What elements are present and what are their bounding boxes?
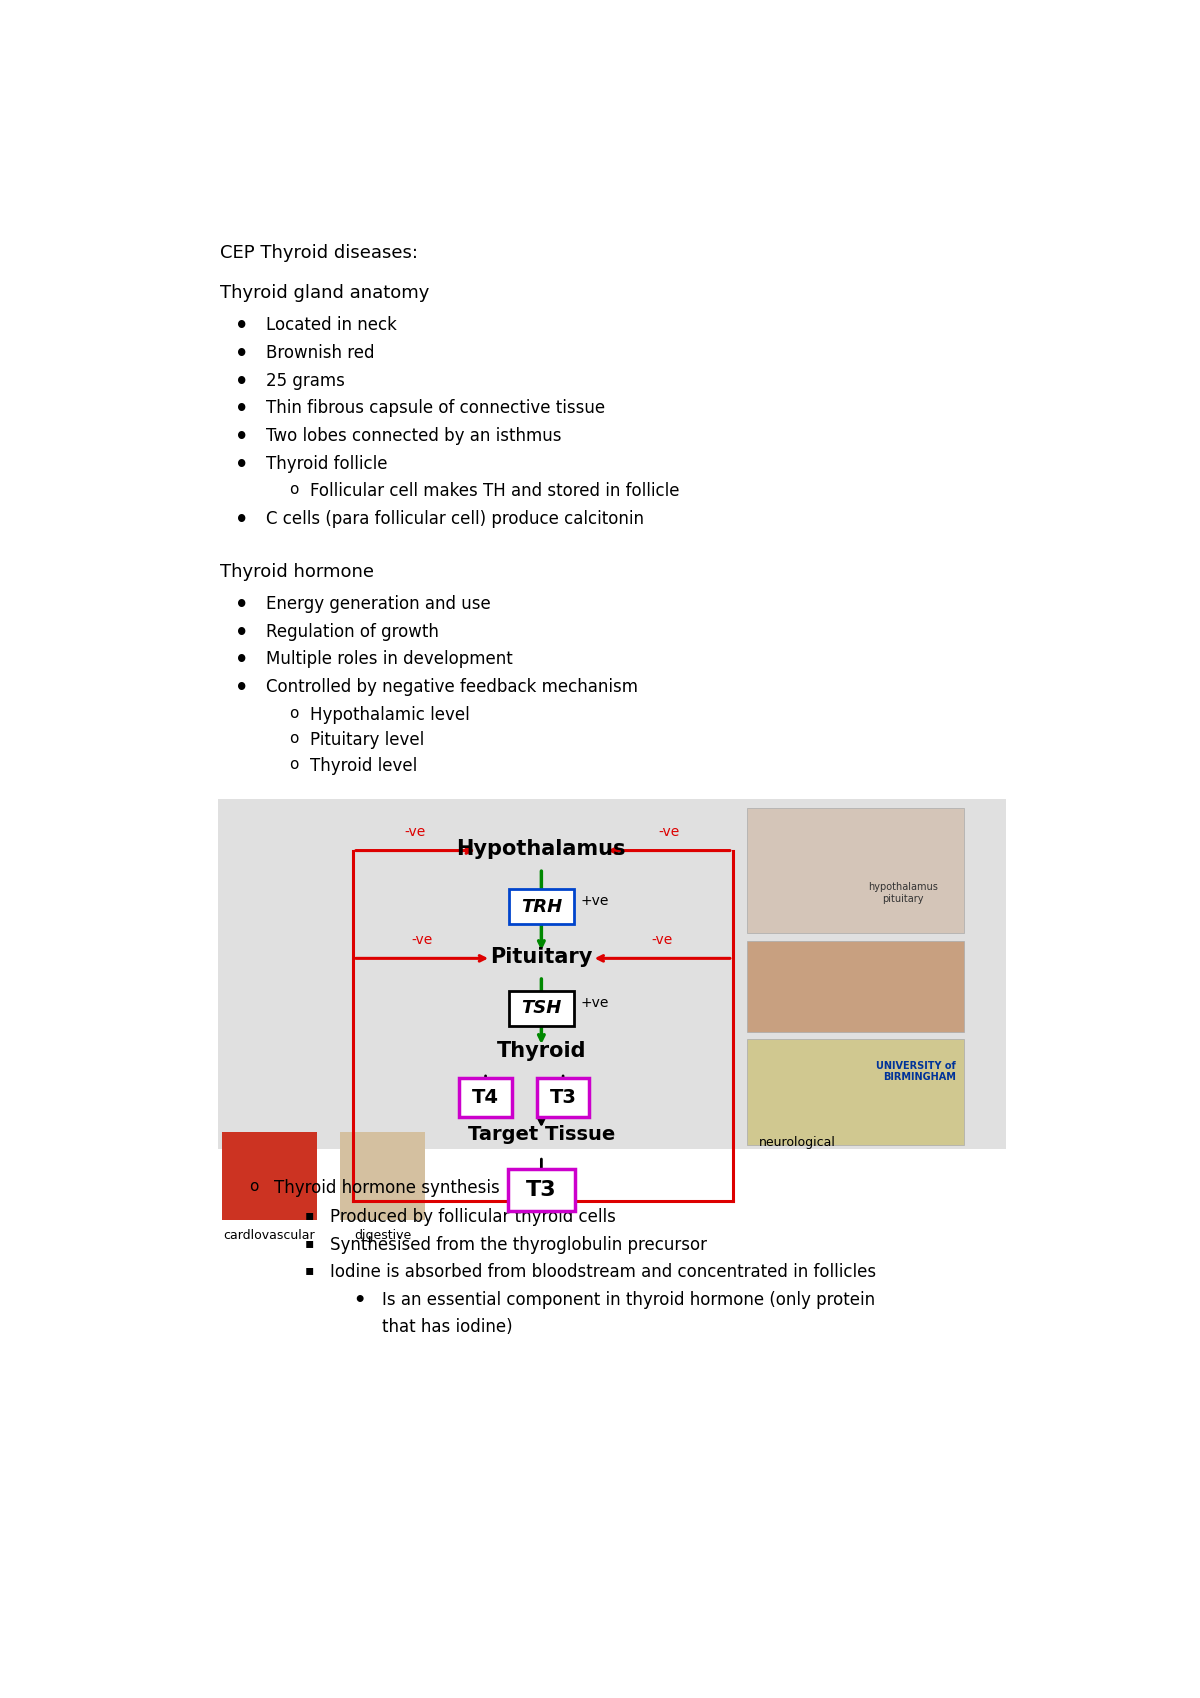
Text: Is an essential component in thyroid hormone (only protein: Is an essential component in thyroid hor… <box>383 1290 876 1309</box>
Text: TRH: TRH <box>521 898 562 915</box>
Text: o: o <box>289 706 299 720</box>
Text: Pituitary level: Pituitary level <box>311 732 425 749</box>
Text: ▪: ▪ <box>305 1236 314 1250</box>
Text: •: • <box>235 509 248 530</box>
Text: •: • <box>235 678 248 698</box>
Text: -ve: -ve <box>652 932 673 947</box>
Text: cardlovascular: cardlovascular <box>223 1229 316 1243</box>
Text: Thyroid follicle: Thyroid follicle <box>266 455 388 472</box>
FancyBboxPatch shape <box>509 890 574 924</box>
FancyBboxPatch shape <box>536 1078 589 1117</box>
Bar <box>746 808 964 932</box>
Text: Thyroid hormone: Thyroid hormone <box>220 562 373 581</box>
Text: -ve: -ve <box>412 932 433 947</box>
Text: digestive: digestive <box>354 1229 412 1243</box>
Text: UNIVERSITY of
BIRMINGHAM: UNIVERSITY of BIRMINGHAM <box>876 1061 956 1082</box>
Bar <box>340 1131 425 1221</box>
Text: 25 grams: 25 grams <box>266 372 346 389</box>
Text: Thyroid: Thyroid <box>497 1041 586 1061</box>
Text: •: • <box>235 316 248 336</box>
Text: •: • <box>353 1290 366 1309</box>
Text: ▪: ▪ <box>305 1263 314 1277</box>
Text: -ve: -ve <box>659 825 679 839</box>
Text: Regulation of growth: Regulation of growth <box>266 623 439 640</box>
Text: +ve: +ve <box>580 997 608 1010</box>
Text: •: • <box>235 345 248 363</box>
Text: Iodine is absorbed from bloodstream and concentrated in follicles: Iodine is absorbed from bloodstream and … <box>330 1263 876 1282</box>
Text: •: • <box>235 372 248 392</box>
Text: Energy generation and use: Energy generation and use <box>266 594 491 613</box>
Text: •: • <box>235 455 248 475</box>
Bar <box>222 1131 317 1221</box>
Text: o: o <box>289 482 299 498</box>
Bar <box>218 800 1007 1150</box>
Text: •: • <box>235 428 248 447</box>
Text: Thin fibrous capsule of connective tissue: Thin fibrous capsule of connective tissu… <box>266 399 605 418</box>
Text: +ve: +ve <box>580 895 608 908</box>
Text: Hypothalamic level: Hypothalamic level <box>311 706 470 723</box>
Text: o: o <box>289 732 299 745</box>
Text: •: • <box>235 623 248 642</box>
Text: Synthesised from the thyroglobulin precursor: Synthesised from the thyroglobulin precu… <box>330 1236 707 1253</box>
FancyBboxPatch shape <box>460 1078 512 1117</box>
Text: Brownish red: Brownish red <box>266 345 374 362</box>
Text: -ve: -ve <box>404 825 426 839</box>
Text: •: • <box>235 594 248 615</box>
Text: CEP Thyroid diseases:: CEP Thyroid diseases: <box>220 245 418 261</box>
FancyBboxPatch shape <box>508 1170 575 1211</box>
Text: Thyroid gland anatomy: Thyroid gland anatomy <box>220 284 430 302</box>
Text: Target Tissue: Target Tissue <box>468 1126 616 1144</box>
Text: Controlled by negative feedback mechanism: Controlled by negative feedback mechanis… <box>266 678 638 696</box>
Text: that has iodine): that has iodine) <box>383 1318 514 1336</box>
Text: Two lobes connected by an isthmus: Two lobes connected by an isthmus <box>266 428 562 445</box>
Text: T4: T4 <box>472 1088 499 1107</box>
Text: hypothalamus
pituitary: hypothalamus pituitary <box>868 883 938 903</box>
Text: T3: T3 <box>550 1088 576 1107</box>
Text: •: • <box>235 399 248 419</box>
Text: Located in neck: Located in neck <box>266 316 397 335</box>
Text: o: o <box>289 757 299 771</box>
Text: •: • <box>235 650 248 671</box>
Text: Pituitary: Pituitary <box>490 947 593 966</box>
Text: ▪: ▪ <box>305 1207 314 1223</box>
Text: o: o <box>250 1178 258 1194</box>
FancyBboxPatch shape <box>509 990 574 1026</box>
Text: Thyroid hormone synthesis: Thyroid hormone synthesis <box>274 1178 499 1197</box>
Text: Hypothalamus: Hypothalamus <box>457 839 626 859</box>
Text: Follicular cell makes TH and stored in follicle: Follicular cell makes TH and stored in f… <box>311 482 680 501</box>
Text: Thyroid level: Thyroid level <box>311 757 418 774</box>
Text: C cells (para follicular cell) produce calcitonin: C cells (para follicular cell) produce c… <box>266 509 644 528</box>
Bar <box>746 1039 964 1146</box>
Text: TSH: TSH <box>521 1000 562 1017</box>
Text: Multiple roles in development: Multiple roles in development <box>266 650 514 669</box>
Text: neurological: neurological <box>758 1136 835 1150</box>
Bar <box>746 941 964 1031</box>
Text: T3: T3 <box>526 1180 557 1200</box>
Text: Produced by follicular thyroid cells: Produced by follicular thyroid cells <box>330 1207 616 1226</box>
